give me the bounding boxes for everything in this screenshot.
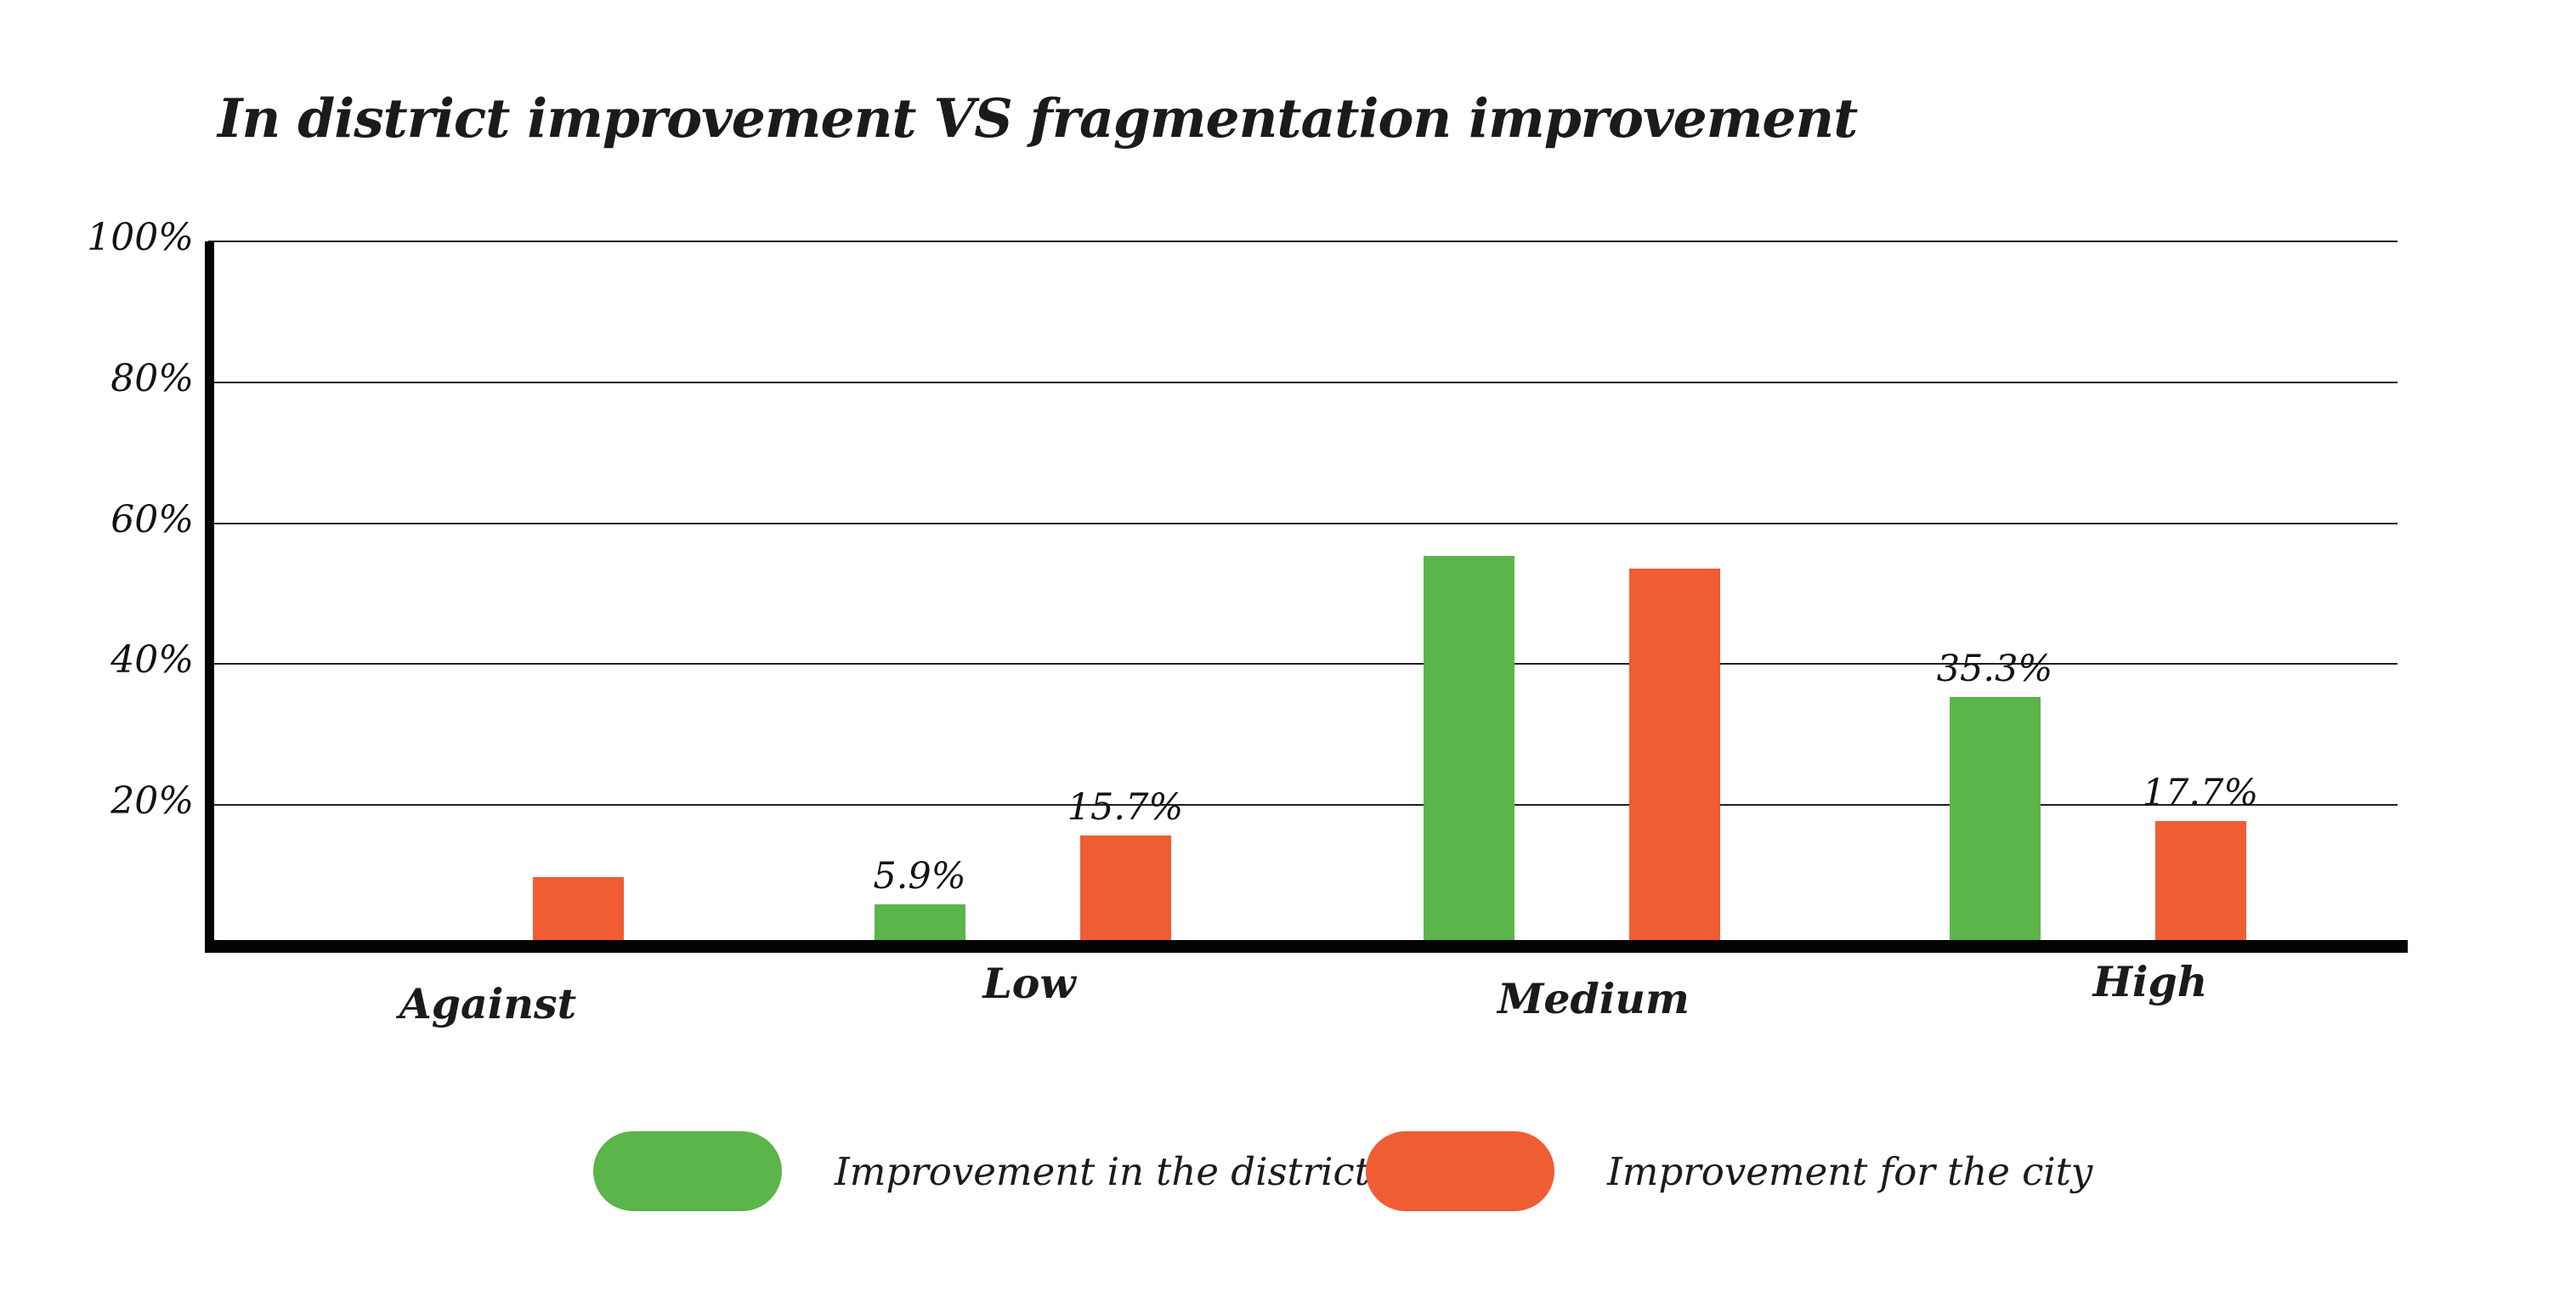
y-tick-label-40: 40% <box>110 638 194 682</box>
bar-medium-district <box>1424 556 1514 946</box>
y-axis-line <box>205 241 214 952</box>
x-category-label-low: Low <box>982 959 1076 1008</box>
legend-label-district: Improvement in the district <box>835 1148 1370 1194</box>
bar-value-label-low-city: 15.7% <box>1067 786 1184 829</box>
bar-medium-city <box>1629 569 1720 946</box>
x-axis-baseline <box>205 940 2408 953</box>
bar-high-district <box>1950 697 2041 946</box>
bar-high-city <box>2155 821 2246 946</box>
y-tick-label-80: 80% <box>110 356 194 400</box>
bar-value-label-high-city: 17.7% <box>2142 772 2259 814</box>
bar-low-city <box>1080 835 1171 946</box>
legend-label-city: Improvement for the city <box>1607 1148 2093 1194</box>
y-tick-label-100: 100% <box>87 216 194 259</box>
gridline-20 <box>208 804 2398 807</box>
x-category-label-medium: Medium <box>1497 974 1690 1023</box>
legend-item-district: Improvement in the district <box>593 1131 1370 1211</box>
gridline-80 <box>208 381 2398 383</box>
x-category-label-high: High <box>2092 957 2208 1006</box>
gridline-40 <box>208 663 2398 665</box>
x-category-label-against: Against <box>399 979 577 1028</box>
gridline-60 <box>208 522 2398 524</box>
y-tick-label-20: 20% <box>110 779 194 824</box>
chart-title: In district improvement VS fragmentation… <box>218 87 1858 150</box>
bar-value-label-high-district: 35.3% <box>1936 648 2053 690</box>
bar-against-city <box>533 877 624 946</box>
gridline-100 <box>208 241 2398 242</box>
bar-value-label-low-district: 5.9% <box>873 855 966 898</box>
bar-low-district <box>875 904 965 946</box>
y-tick-label-60: 60% <box>110 497 194 541</box>
legend-swatch-city-orange <box>1366 1131 1554 1211</box>
legend: Improvement in the district Improvement … <box>0 1131 2576 1211</box>
legend-item-city: Improvement for the city <box>1366 1131 2092 1211</box>
legend-swatch-district-green <box>593 1131 782 1211</box>
